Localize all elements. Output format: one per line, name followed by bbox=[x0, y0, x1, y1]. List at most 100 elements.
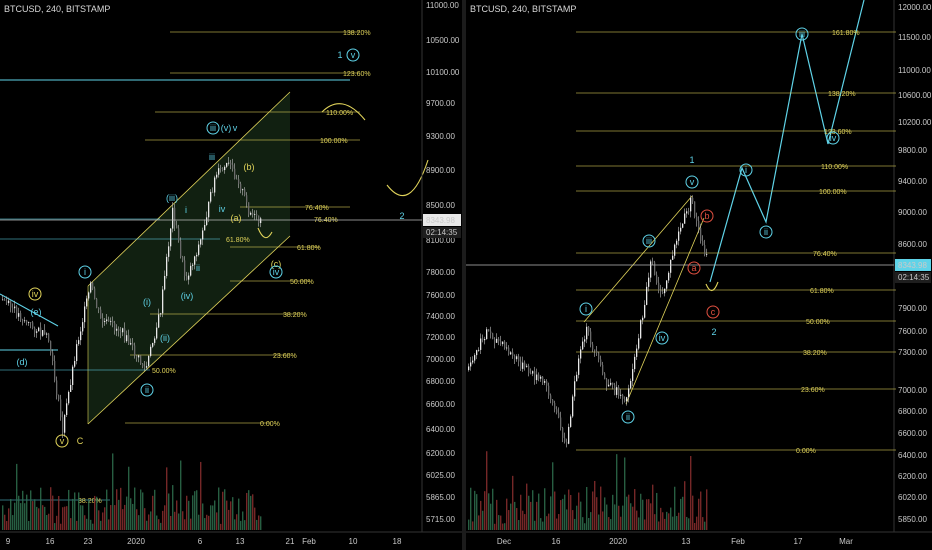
wave-label: (e) bbox=[31, 307, 42, 317]
cyan-fib-label: 76.40% bbox=[314, 217, 338, 224]
date-axis-label: 16 bbox=[552, 537, 561, 546]
right-chart-canvas[interactable]: 12000.00 11500.00 11000.00 10600.00 10200.00… bbox=[466, 0, 932, 550]
candle-body bbox=[254, 214, 256, 215]
wave-label: 1 bbox=[337, 50, 342, 60]
candle-body bbox=[670, 259, 672, 273]
volume-bar bbox=[592, 491, 594, 530]
cyan-fib-label: 38.20% bbox=[78, 498, 102, 505]
wave-label: i bbox=[84, 267, 86, 277]
price-axis-label: 7000.00 bbox=[898, 386, 927, 395]
candle-body bbox=[140, 355, 142, 364]
candle-body bbox=[514, 355, 516, 360]
volume-bar bbox=[106, 489, 108, 530]
volume-bar bbox=[162, 510, 164, 530]
price-axis-label: 6600.00 bbox=[426, 400, 455, 409]
candle-body bbox=[516, 356, 518, 360]
volume-bar bbox=[494, 523, 496, 530]
candle-body bbox=[124, 328, 126, 342]
date-axis-label: 23 bbox=[84, 537, 93, 546]
wave-label: iii bbox=[210, 123, 216, 133]
candle-body bbox=[582, 341, 584, 350]
left-chart-canvas[interactable]: 11000.00 10500.00 10100.00 9700.00 9300.00 89… bbox=[0, 0, 462, 550]
projection-channel-fill bbox=[88, 92, 290, 424]
volume-bar bbox=[178, 513, 180, 530]
volume-bar bbox=[190, 518, 192, 530]
volume-bar bbox=[588, 517, 590, 530]
candle-body bbox=[194, 256, 196, 265]
volume-bar bbox=[12, 515, 14, 530]
candle-body bbox=[486, 329, 488, 340]
volume-bar bbox=[480, 500, 482, 530]
candle-body bbox=[258, 215, 260, 224]
right-symbol-title: BTCUSD, 240, BITSTAMP bbox=[470, 4, 577, 14]
volume-bar bbox=[598, 514, 600, 530]
candle-body bbox=[214, 177, 216, 193]
candle-body bbox=[616, 387, 618, 395]
left-chart-panel[interactable]: BTCUSD, 240, BITSTAMP 11000.00 10500.00 10… bbox=[0, 0, 462, 550]
candle-body bbox=[100, 309, 102, 319]
candle-body bbox=[566, 441, 568, 444]
price-axis-label: 11500.00 bbox=[898, 33, 931, 42]
volume-bar bbox=[662, 512, 664, 530]
wave-label: a bbox=[691, 263, 696, 273]
volume-bar bbox=[664, 518, 666, 530]
candle-body bbox=[564, 437, 566, 442]
volume-bar bbox=[674, 486, 676, 530]
candle-body bbox=[172, 207, 174, 229]
wave-label-circle bbox=[206, 121, 220, 135]
candle-body bbox=[132, 343, 134, 346]
date-axis-label: 6 bbox=[198, 537, 203, 546]
volume-bar bbox=[594, 480, 596, 530]
volume-bar bbox=[694, 522, 696, 530]
candle-body bbox=[540, 376, 542, 379]
candle-body bbox=[14, 306, 16, 309]
price-axis-label: 5715.00 bbox=[426, 515, 455, 524]
volume-bar bbox=[612, 494, 614, 530]
panel-divider[interactable] bbox=[462, 0, 466, 550]
price-axis-label: 8900.00 bbox=[426, 166, 455, 175]
volume-bar bbox=[682, 496, 684, 530]
fib-level-label: 38.20% bbox=[803, 350, 827, 357]
candle-body bbox=[186, 276, 188, 280]
candle-body bbox=[156, 327, 158, 339]
price-axis-label: 9300.00 bbox=[426, 132, 455, 141]
volume-bar bbox=[524, 514, 526, 530]
candle-body bbox=[604, 373, 606, 380]
candle-body bbox=[40, 327, 42, 336]
volume-bar bbox=[526, 483, 528, 530]
volume-bar bbox=[48, 513, 50, 530]
volume-bar bbox=[560, 500, 562, 530]
projection-arrow bbox=[705, 281, 719, 292]
volume-bar bbox=[198, 514, 200, 530]
price-axis-label: 9400.00 bbox=[898, 177, 927, 186]
wave-label: 1 bbox=[689, 155, 694, 165]
volume-bar bbox=[690, 456, 692, 530]
candle-body bbox=[568, 426, 570, 444]
candle-body bbox=[230, 162, 232, 165]
wave-label: 2 bbox=[399, 211, 404, 221]
candle-body bbox=[552, 399, 554, 403]
volume-bar bbox=[128, 466, 130, 530]
candle-body bbox=[78, 340, 80, 345]
candle-body bbox=[122, 328, 124, 333]
candle-body bbox=[648, 277, 650, 287]
volume-bar bbox=[138, 515, 140, 530]
right-chart-panel[interactable]: BTCUSD, 240, BITSTAMP 12000.00 11500.00 11… bbox=[466, 0, 932, 550]
candle-body bbox=[180, 240, 182, 257]
volume-bar bbox=[706, 489, 708, 530]
candle-body bbox=[560, 417, 562, 428]
candle-body bbox=[56, 380, 58, 396]
candle-body bbox=[130, 343, 132, 345]
volume-bar bbox=[506, 498, 508, 530]
volume-bar bbox=[192, 495, 194, 530]
candle-body bbox=[36, 331, 38, 333]
candle-body bbox=[680, 227, 682, 232]
candle-body bbox=[642, 317, 644, 321]
volume-bar bbox=[240, 520, 242, 530]
price-axis-label: 10100.00 bbox=[426, 68, 460, 77]
volume-bar bbox=[38, 508, 40, 530]
volume-bar bbox=[260, 516, 262, 530]
fib-level-label: 138.20% bbox=[828, 91, 856, 98]
volume-bar bbox=[214, 500, 216, 530]
volume-bar bbox=[216, 512, 218, 530]
